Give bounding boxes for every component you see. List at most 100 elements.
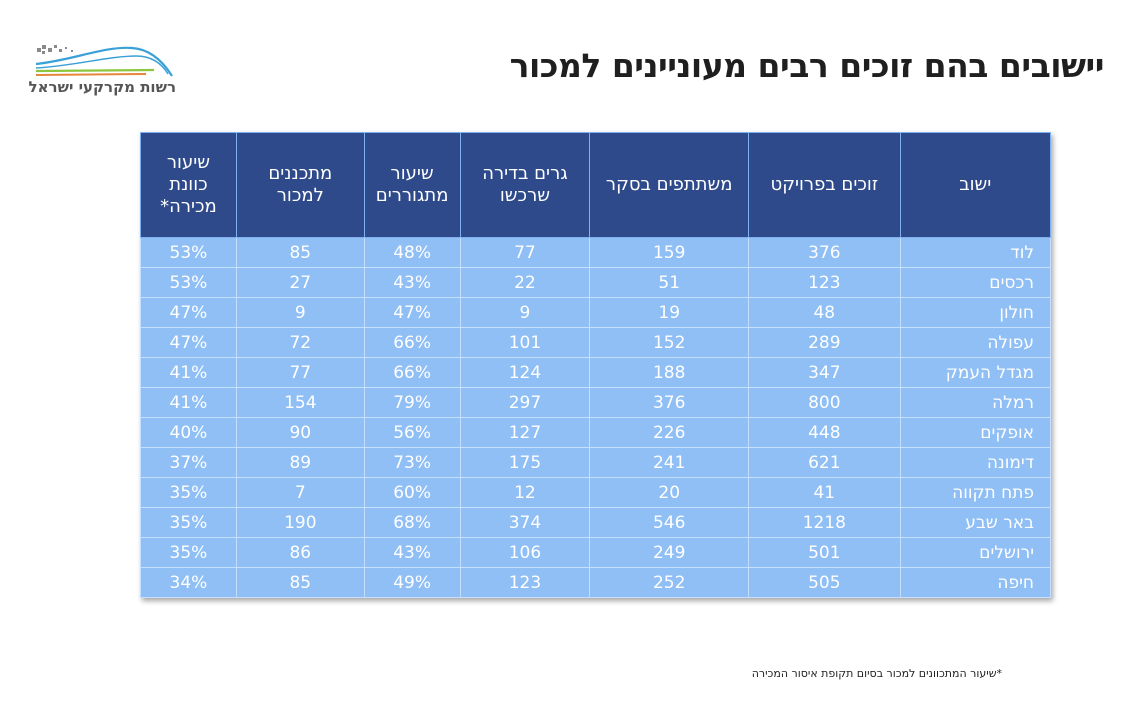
cell-town: אופקים [899,417,1052,448]
cell-planning-to-sell: 89 [235,447,365,478]
header-sale-intent-rate: שיעור כוונת מכירה* [140,132,237,238]
cell-living: 297 [459,387,591,418]
cell-sale-intent-rate: 47% [140,327,237,358]
table-header-row: ישוב זוכים בפרויקט משתתפים בסקר גרים בדי… [140,132,1052,238]
cell-planning-to-sell: 190 [235,507,365,538]
cell-town: פתח תקווה [899,477,1052,508]
cell-living: 12 [459,477,591,508]
cell-living: 123 [459,567,591,598]
cell-planning-to-sell: 9 [235,297,365,328]
cell-winners: 41 [748,477,901,508]
table-row: אופקים 448 226 127 56% 90 40% [140,417,1052,448]
cell-living: 127 [459,417,591,448]
cell-living: 175 [459,447,591,478]
cell-residence-rate: 66% [363,327,461,358]
cell-sale-intent-rate: 40% [140,417,237,448]
cell-residence-rate: 79% [363,387,461,418]
table-body: לוד 376 159 77 48% 85 53% רכסים 123 51 22 43% 27 53% ח… [140,237,1052,598]
cell-participants: 226 [589,417,750,448]
cell-planning-to-sell: 7 [235,477,365,508]
cell-living: 106 [459,537,591,568]
cell-residence-rate: 73% [363,447,461,478]
cell-planning-to-sell: 72 [235,327,365,358]
cell-town: ירושלים [899,537,1052,568]
cell-participants: 252 [589,567,750,598]
cell-sale-intent-rate: 37% [140,447,237,478]
cell-sale-intent-rate: 47% [140,297,237,328]
cell-residence-rate: 66% [363,357,461,388]
table-row: חיפה 505 252 123 49% 85 34% [140,567,1052,598]
cell-winners: 505 [748,567,901,598]
cell-winners: 621 [748,447,901,478]
cell-town: מגדל העמק [899,357,1052,388]
cell-participants: 152 [589,327,750,358]
cell-participants: 546 [589,507,750,538]
cell-town: עפולה [899,327,1052,358]
page-title: יישובים בהם זוכים רבים מעוניינים למכור [509,46,1105,85]
cell-planning-to-sell: 86 [235,537,365,568]
cell-winners: 48 [748,297,901,328]
cell-planning-to-sell: 154 [235,387,365,418]
table-row: רכסים 123 51 22 43% 27 53% [140,267,1052,298]
cell-participants: 241 [589,447,750,478]
cell-living: 374 [459,507,591,538]
cell-winners: 501 [748,537,901,568]
logo: רשות מקרקעי ישראל [28,40,179,104]
cell-planning-to-sell: 77 [235,357,365,388]
table-row: רמלה 800 376 297 79% 154 41% [140,387,1052,418]
cell-sale-intent-rate: 41% [140,357,237,388]
cell-residence-rate: 60% [363,477,461,508]
table-row: לוד 376 159 77 48% 85 53% [140,237,1052,268]
cell-living: 9 [459,297,591,328]
survey-table: ישוב זוכים בפרויקט משתתפים בסקר גרים בדי… [140,132,1052,598]
cell-participants: 19 [589,297,750,328]
footnote: *שיעור המתכוונים למכור בסיום תקופת איסור… [751,667,1002,680]
cell-winners: 800 [748,387,901,418]
cell-sale-intent-rate: 53% [140,237,237,268]
header-residence-rate: שיעור מתגוררים [363,132,461,238]
cell-living: 22 [459,267,591,298]
cell-town: לוד [899,237,1052,268]
cell-participants: 159 [589,237,750,268]
cell-living: 124 [459,357,591,388]
table-row: באר שבע 1218 546 374 68% 190 35% [140,507,1052,538]
cell-town: דימונה [899,447,1052,478]
cell-residence-rate: 56% [363,417,461,448]
table-row: עפולה 289 152 101 66% 72 47% [140,327,1052,358]
cell-participants: 249 [589,537,750,568]
header-living-in-apartment: גרים בדירה שרכשו [459,132,591,238]
cell-participants: 20 [589,477,750,508]
cell-sale-intent-rate: 53% [140,267,237,298]
table-row: דימונה 621 241 175 73% 89 37% [140,447,1052,478]
cell-living: 77 [459,237,591,268]
cell-town: חיפה [899,567,1052,598]
logo-mark-icon [35,45,173,77]
cell-planning-to-sell: 27 [235,267,365,298]
header-participants: משתתפים בסקר [589,132,750,238]
cell-town: באר שבע [899,507,1052,538]
cell-sale-intent-rate: 35% [140,507,237,538]
table-row: מגדל העמק 347 188 124 66% 77 41% [140,357,1052,388]
logo-text: רשות מקרקעי ישראל [28,78,176,96]
cell-sale-intent-rate: 41% [140,387,237,418]
cell-residence-rate: 47% [363,297,461,328]
cell-participants: 376 [589,387,750,418]
cell-planning-to-sell: 85 [235,237,365,268]
cell-winners: 448 [748,417,901,448]
cell-planning-to-sell: 90 [235,417,365,448]
cell-participants: 51 [589,267,750,298]
table-row: חולון 48 19 9 47% 9 47% [140,297,1052,328]
cell-sale-intent-rate: 34% [140,567,237,598]
cell-town: רמלה [899,387,1052,418]
header-town: ישוב [899,132,1052,238]
cell-winners: 123 [748,267,901,298]
cell-residence-rate: 49% [363,567,461,598]
cell-residence-rate: 43% [363,267,461,298]
cell-residence-rate: 43% [363,537,461,568]
cell-participants: 188 [589,357,750,388]
cell-planning-to-sell: 85 [235,567,365,598]
cell-residence-rate: 48% [363,237,461,268]
header-winners: זוכים בפרויקט [748,132,901,238]
cell-town: חולון [899,297,1052,328]
cell-town: רכסים [899,267,1052,298]
